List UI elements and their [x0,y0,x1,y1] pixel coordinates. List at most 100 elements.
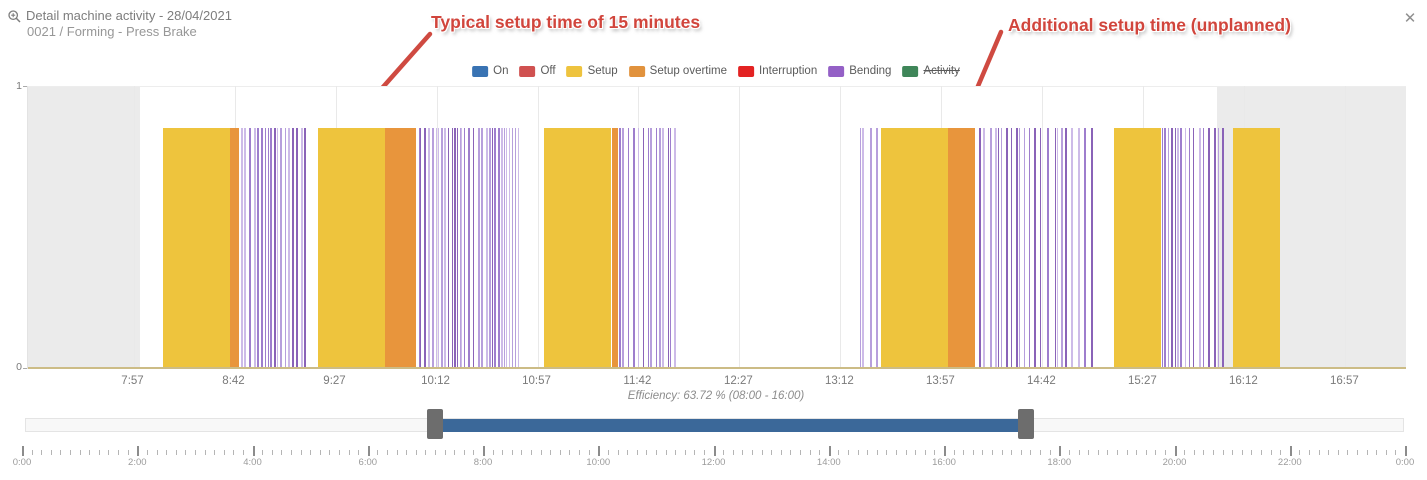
ruler-tick [867,450,869,455]
ruler-tick [944,446,946,456]
ruler-tick [1299,450,1301,455]
ruler-tick [1328,450,1330,455]
ruler-tick [559,450,561,455]
ruler-tick [646,450,648,455]
segment-setup_overtime[interactable] [948,127,976,369]
ruler-tick [607,450,609,455]
bending-stripe [437,127,439,369]
segment-setup_overtime[interactable] [384,127,417,369]
segment-bending[interactable] [1161,127,1226,369]
ruler-tick [319,450,321,455]
ruler-tick [790,450,792,455]
ruler-tick [732,450,734,455]
bending-stripe [982,127,985,369]
bending-stripe [264,127,266,369]
legend-label: Interruption [759,65,818,77]
navigator-handle-right[interactable] [1017,409,1034,439]
segment-setup[interactable] [1233,127,1281,369]
bending-stripe [492,127,494,369]
bending-stripe [269,127,272,369]
navigator-handle-left[interactable] [427,409,443,439]
segment-setup[interactable] [1114,127,1162,369]
ruler-hour-label: 16:00 [932,457,956,468]
segment-setup[interactable] [544,127,612,369]
segment-setup_overtime[interactable] [230,127,239,369]
legend-swatch [472,65,489,77]
close-button[interactable]: ✕ [1403,10,1417,27]
legend-swatch [566,65,583,77]
segment-bending[interactable] [977,127,1094,369]
ruler-tick [857,450,859,455]
ruler-tick [1405,446,1407,456]
bending-stripe [1164,127,1167,369]
bending-stripe [997,127,999,369]
bending-stripe [1208,127,1211,369]
legend-item-setup[interactable]: Setup [566,65,618,77]
bending-stripe [622,127,625,369]
x-tick-label: 16:57 [1330,375,1359,387]
ruler-tick [1366,450,1368,455]
bending-stripe [870,127,873,369]
bending-stripe [280,127,283,369]
page-title: Detail machine activity - 28/04/2021 [26,8,232,23]
ruler-tick [348,450,350,455]
segment-setup_overtime[interactable] [611,127,619,369]
bending-stripe [990,127,993,369]
segment-setup[interactable] [162,127,230,369]
bending-stripe [1001,127,1003,369]
legend-item-off[interactable]: Off [519,65,556,77]
y-axis-tick [23,86,27,87]
bending-stripe [650,127,653,369]
segment-setup[interactable] [880,127,949,369]
ruler-tick [780,450,782,455]
ruler-tick [588,450,590,455]
legend-item-setup-overtime[interactable]: Setup overtime [628,65,727,77]
bending-stripe [1057,127,1059,369]
x-tick-label: 13:57 [926,375,955,387]
bending-stripe [1167,127,1169,369]
legend-item-activity[interactable]: Activity [902,65,960,77]
bending-stripe [1040,127,1042,369]
segment-bending[interactable] [416,127,520,369]
ruler-tick [483,446,485,456]
bending-stripe [509,127,511,369]
ruler-tick [963,450,965,455]
legend-item-interruption[interactable]: Interruption [738,65,817,77]
ruler-tick [50,450,52,455]
legend-swatch [738,65,755,77]
legend-item-bending[interactable]: Bending [828,65,891,77]
ruler-tick [156,450,158,455]
ruler-tick [185,450,187,455]
ruler-tick [617,450,619,455]
navigator-range[interactable] [435,419,1026,432]
page-subtitle: 0021 / Forming - Press Brake [27,24,197,39]
ruler-tick [1289,446,1292,456]
bending-stripe [459,127,461,369]
bending-stripe [489,127,492,369]
ruler-tick [70,450,71,455]
bending-stripe [1070,127,1073,369]
ruler-tick [723,450,725,455]
bending-stripe [285,127,286,369]
segment-setup[interactable] [317,127,385,369]
x-tick-label: 8:42 [222,375,245,387]
ruler-tick [665,450,667,455]
ruler-tick [915,450,917,455]
ruler-hour-label: 8:00 [473,457,493,468]
x-axis-baseline [28,367,1406,369]
ruler-hour-label: 22:00 [1277,457,1302,468]
segment-bending[interactable] [618,127,677,369]
ruler-tick [22,446,24,456]
grid-line [133,86,135,369]
ruler-tick [233,450,235,455]
bending-stripe [876,127,879,369]
segment-bending[interactable] [239,127,306,369]
ruler-tick [982,450,984,455]
x-tick-label: 14:42 [1027,375,1056,387]
bending-stripe [473,127,475,369]
legend-item-on[interactable]: On [472,65,508,77]
ruler-tick [89,450,91,455]
bending-stripe [1077,127,1080,369]
bending-stripe [432,127,435,369]
segment-bending[interactable] [858,127,879,369]
